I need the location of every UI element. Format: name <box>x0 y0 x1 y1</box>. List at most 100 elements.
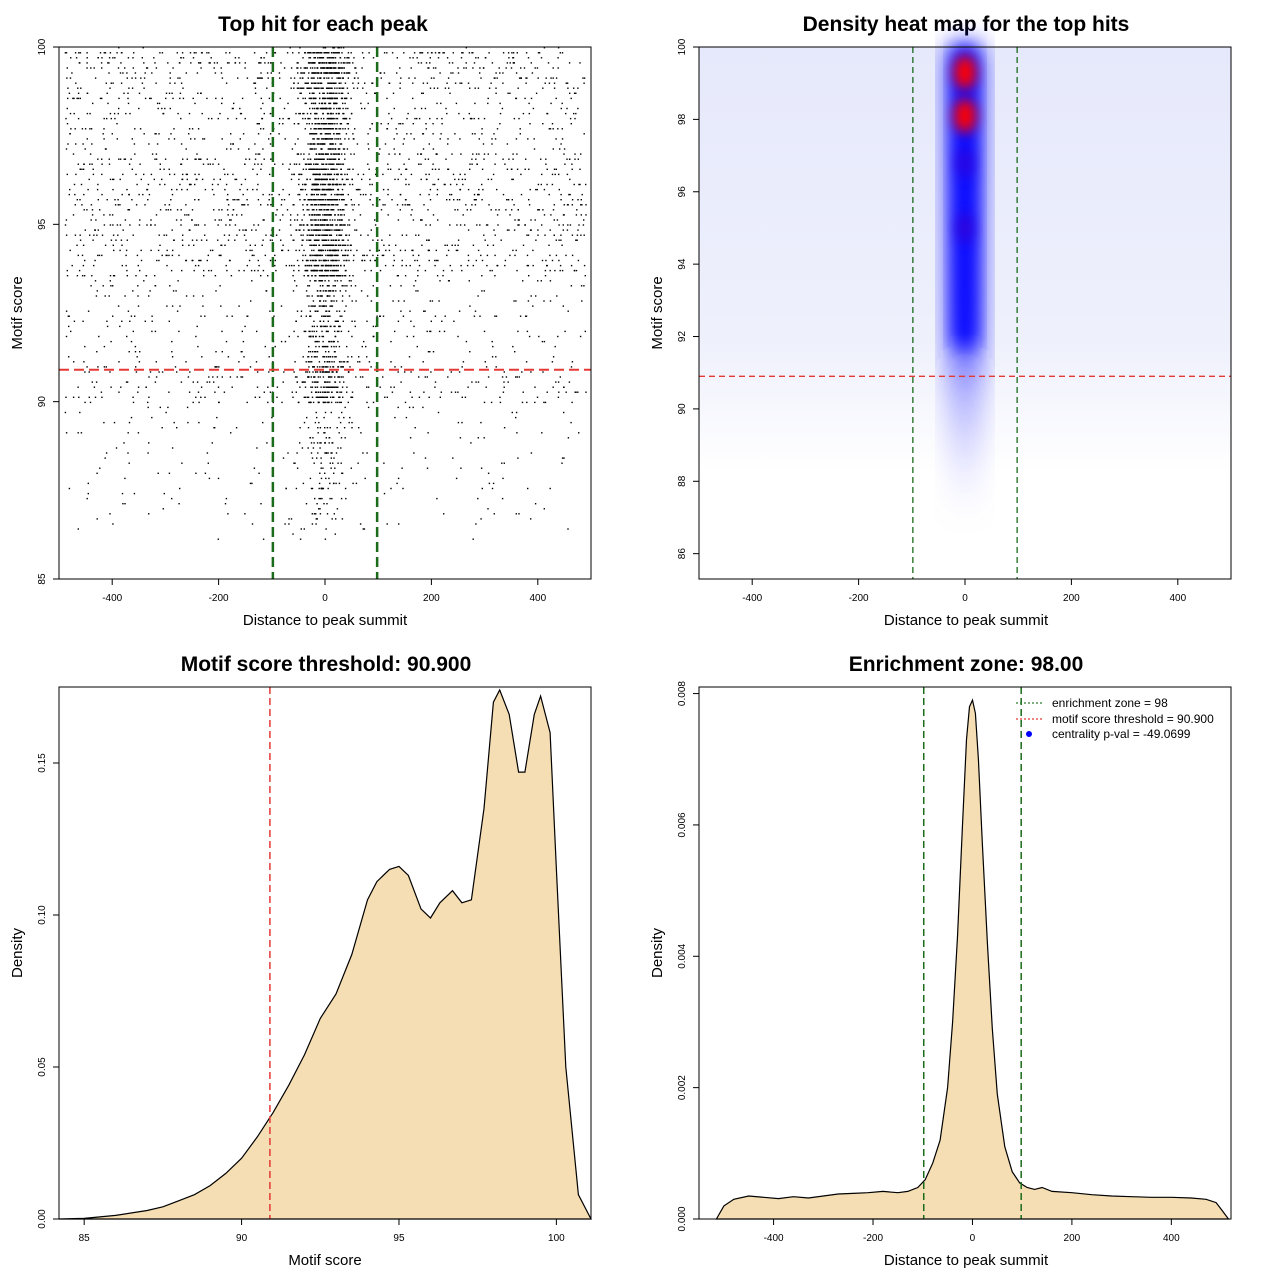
scatter-point <box>326 133 328 135</box>
scatter-point <box>491 356 494 358</box>
scatter-point <box>192 381 194 383</box>
scatter-point <box>89 112 91 115</box>
scatter-point <box>68 356 70 358</box>
scatter-point <box>328 340 331 343</box>
scatter-point <box>424 158 427 160</box>
scatter-point <box>329 234 332 236</box>
scatter-point <box>219 285 221 287</box>
scatter-point <box>320 305 322 307</box>
scatter-point <box>135 275 137 277</box>
scatter-point <box>236 214 238 216</box>
scatter-point <box>450 391 453 393</box>
scatter-point <box>325 87 328 89</box>
scatter-point <box>334 72 337 74</box>
scatter-point <box>270 62 272 64</box>
scatter-point <box>238 305 240 307</box>
scatter-point <box>310 168 312 170</box>
scatter-point <box>318 396 320 398</box>
scatter-point <box>302 224 304 226</box>
scatter-point <box>422 92 424 94</box>
x-tick-label: 400 <box>1163 1233 1180 1244</box>
scatter-point <box>383 492 386 495</box>
scatter-point <box>313 128 316 130</box>
scatter-point <box>254 87 257 89</box>
scatter-point <box>336 391 338 393</box>
scatter-point <box>316 503 318 505</box>
scatter-point <box>86 366 88 368</box>
scatter-point <box>578 432 580 434</box>
scatter-point <box>328 163 330 165</box>
scatter-point <box>253 82 255 84</box>
scatter-point <box>444 183 446 186</box>
scatter-point <box>169 107 171 110</box>
scatter-point <box>230 133 232 135</box>
scatter-point <box>126 188 128 191</box>
scatter-point <box>328 148 330 150</box>
scatter-point <box>96 234 98 236</box>
scatter-point <box>331 391 333 393</box>
scatter-point <box>170 133 172 135</box>
scatter-point <box>147 401 149 404</box>
scatter-point <box>310 442 313 444</box>
scatter-point <box>527 264 530 267</box>
scatter-point <box>189 183 191 186</box>
scatter-point <box>460 467 462 469</box>
scatter-point <box>346 204 348 206</box>
scatter-point <box>331 229 333 231</box>
scatter-point <box>213 381 215 383</box>
scatter-point <box>108 163 111 165</box>
scatter-point <box>259 77 261 79</box>
scatter-point <box>344 57 346 59</box>
scatter-point <box>369 128 371 130</box>
scatter-point <box>328 477 330 480</box>
scatter-point <box>179 97 181 100</box>
scatter-point <box>131 168 133 170</box>
scatter-point <box>403 52 405 54</box>
scatter-point <box>511 52 513 54</box>
scatter-point <box>327 204 330 206</box>
scatter-point <box>226 209 229 211</box>
scatter-point <box>211 117 213 120</box>
scatter-point <box>381 254 384 257</box>
scatter-point <box>562 229 564 231</box>
scatter-point <box>473 62 476 64</box>
scatter-point <box>509 62 511 64</box>
scatter-point <box>303 224 305 226</box>
scatter-point <box>298 178 300 181</box>
scatter-point <box>292 275 294 277</box>
scatter-point <box>194 102 196 105</box>
scatter-point <box>307 62 310 64</box>
scatter-point <box>226 148 228 150</box>
scatter-point <box>324 386 326 388</box>
scatter-point <box>571 199 574 201</box>
scatter-point <box>247 315 249 317</box>
scatter-point <box>507 199 510 201</box>
scatter-point <box>86 67 88 69</box>
scatter-point <box>297 335 299 338</box>
scatter-point <box>317 158 319 160</box>
scatter-point <box>214 219 216 221</box>
scatter-point <box>206 452 209 454</box>
scatter-point <box>484 239 486 241</box>
scatter-point <box>145 275 148 277</box>
scatter-point <box>249 482 252 485</box>
scatter-point <box>334 381 337 383</box>
scatter-point <box>276 396 278 398</box>
scatter-point <box>282 117 284 120</box>
scatter-point <box>201 112 203 115</box>
scatter-point <box>338 67 341 69</box>
scatter-point <box>323 188 325 191</box>
scatter-point <box>346 391 348 393</box>
scatter-point <box>302 209 304 211</box>
scatter-point <box>127 92 129 94</box>
scatter-point <box>434 386 436 388</box>
scatter-point <box>307 117 310 120</box>
scatter-point <box>134 77 137 79</box>
scatter-point <box>157 249 160 252</box>
scatter-point <box>312 351 314 353</box>
scatter-point <box>361 67 363 69</box>
scatter-point <box>308 229 310 231</box>
scatter-point <box>188 112 191 115</box>
scatter-point <box>566 229 569 231</box>
scatter-point <box>76 97 78 100</box>
